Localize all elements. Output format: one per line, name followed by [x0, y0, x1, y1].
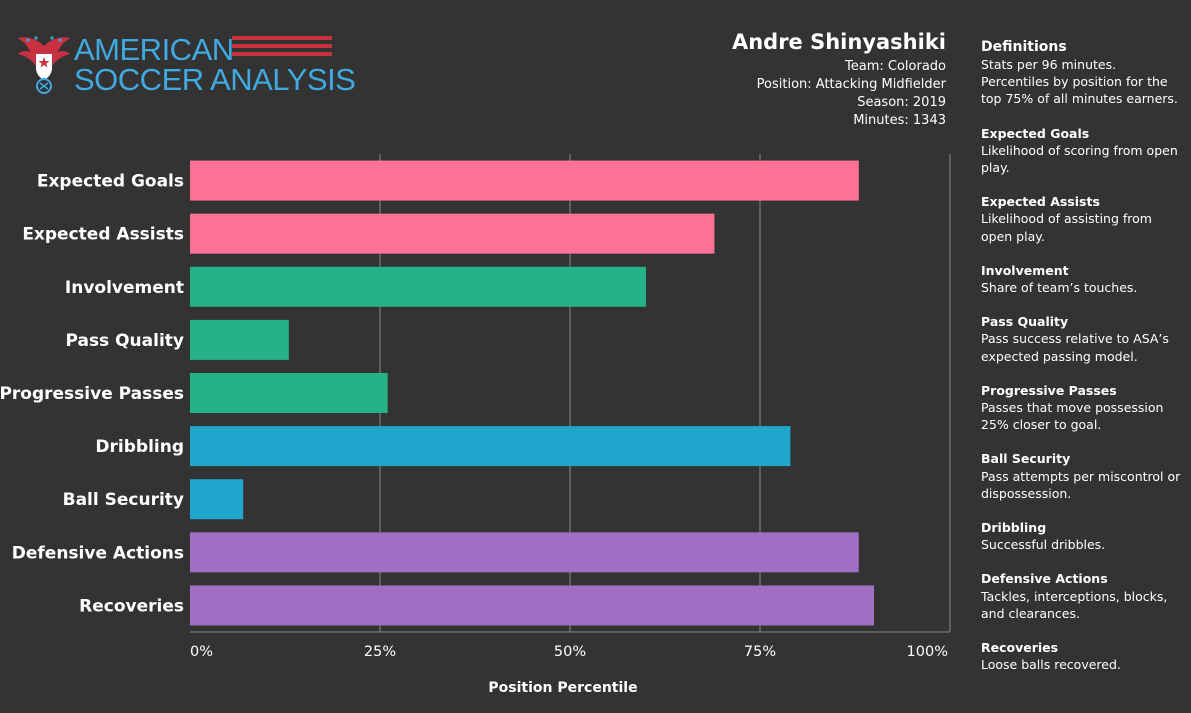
definitions-title: Definitions [981, 39, 1067, 55]
category-label: Recoveries [79, 596, 184, 616]
definition-term: Recoveries [981, 640, 1059, 656]
category-label: Progressive Passes [0, 384, 184, 404]
player-minutes: Minutes: 1343 [853, 113, 946, 128]
definition-term: Expected Assists [981, 194, 1100, 210]
definition-term: Expected Goals [981, 125, 1090, 141]
definition-text: Pass success relative to ASA’s expected … [981, 331, 1169, 364]
player-team: Team: Colorado [845, 59, 946, 74]
definition-item: Recoveries Loose balls recovered. [981, 639, 1187, 673]
definition-item: Expected Goals Likelihood of scoring from… [981, 125, 1187, 177]
percentile-bar-chart: Expected Goals Expected Assists Involvemen… [0, 154, 951, 696]
x-axis-title: Position Percentile [488, 680, 637, 696]
chart-bars [190, 160, 874, 626]
definition-term: Defensive Actions [981, 571, 1108, 587]
bar [190, 319, 289, 360]
definition-text: Pass attempts per miscontrol or disposse… [981, 468, 1181, 501]
x-tick-label: 0% [190, 644, 213, 660]
definition-text: Likelihood of scoring from open play. [981, 142, 1178, 176]
x-tick-label: 50% [554, 644, 586, 660]
definition-text: Successful dribbles. [981, 537, 1106, 553]
category-label: Expected Assists [22, 225, 184, 245]
definitions-panel: Definitions Stats per 96 minutes. Percen… [981, 38, 1187, 690]
definition-item: Ball Security Pass attempts per miscontro… [981, 450, 1187, 502]
category-label: Defensive Actions [12, 543, 184, 563]
definition-text: Likelihood of assisting from open play. [981, 211, 1152, 244]
eagle-icon [18, 36, 70, 94]
definition-item: Defensive Actions Tackles, interceptions,… [981, 570, 1187, 622]
x-tick-label: 75% [744, 644, 776, 660]
category-label: Involvement [65, 278, 184, 298]
definition-term: Progressive Passes [981, 382, 1117, 398]
category-label: Expected Goals [37, 172, 184, 192]
bar [190, 213, 715, 254]
definitions-list: Expected Goals Likelihood of scoring from… [981, 125, 1187, 674]
definition-text: Passes that move possession 25% closer t… [981, 400, 1164, 433]
definition-item: Involvement Share of team’s touches. [981, 262, 1187, 296]
definitions-intro: Stats per 96 minutes. Percentiles by pos… [981, 57, 1178, 107]
bar [190, 373, 388, 413]
definition-text: Share of team’s touches. [981, 280, 1138, 296]
asa-logo: AMERICAN SOCCER ANALYSIS [18, 32, 356, 98]
definition-item: Progressive Passes Passes that move posse… [981, 382, 1187, 434]
bar [190, 160, 859, 201]
definition-term: Pass Quality [981, 314, 1069, 330]
brand-name-line1: AMERICAN [74, 32, 234, 67]
x-axis-ticks: 0% 25% 50% 75% 100% [190, 644, 948, 660]
player-season: Season: 2019 [857, 95, 946, 110]
bar [190, 426, 791, 467]
category-label: Dribbling [95, 437, 184, 457]
category-label: Ball Security [63, 490, 184, 510]
definition-term: Dribbling [981, 520, 1047, 536]
bar [190, 479, 244, 520]
x-tick-label: 25% [364, 644, 396, 660]
definition-item: Dribbling Successful dribbles. [981, 519, 1187, 553]
player-info: Andre Shinyashiki Team: Colorado Positio… [526, 28, 946, 130]
definition-item: Expected Assists Likelihood of assisting … [981, 193, 1187, 245]
bar [190, 585, 874, 626]
brand-name-line2: SOCCER ANALYSIS [74, 62, 356, 97]
player-position: Position: Attacking Midfielder [756, 77, 946, 92]
definition-term: Involvement [981, 262, 1069, 278]
definition-term: Ball Security [981, 451, 1071, 467]
definition-text: Tackles, interceptions, blocks, and clea… [981, 588, 1168, 621]
definition-item: Pass Quality Pass success relative to ASA… [981, 313, 1187, 365]
bar [190, 532, 859, 573]
definition-text: Loose balls recovered. [981, 657, 1121, 673]
category-labels: Expected Goals Expected Assists Involvemen… [0, 172, 184, 617]
category-label: Pass Quality [65, 331, 184, 351]
flag-stripes [232, 36, 332, 60]
x-tick-label: 100% [907, 644, 948, 660]
bar [190, 266, 646, 307]
player-name: Andre Shinyashiki [731, 30, 946, 54]
